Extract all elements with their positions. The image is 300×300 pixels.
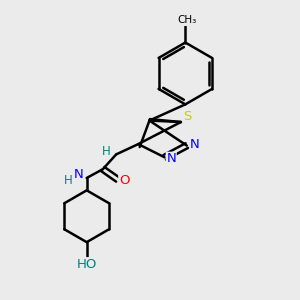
Text: O: O	[119, 174, 129, 188]
Text: CH₃: CH₃	[177, 15, 196, 26]
Text: N: N	[190, 138, 200, 151]
Text: H: H	[64, 174, 73, 188]
Text: N: N	[166, 152, 176, 165]
Text: S: S	[183, 110, 192, 123]
Text: HO: HO	[76, 258, 97, 271]
Text: N: N	[74, 168, 83, 181]
Text: H: H	[101, 145, 110, 158]
